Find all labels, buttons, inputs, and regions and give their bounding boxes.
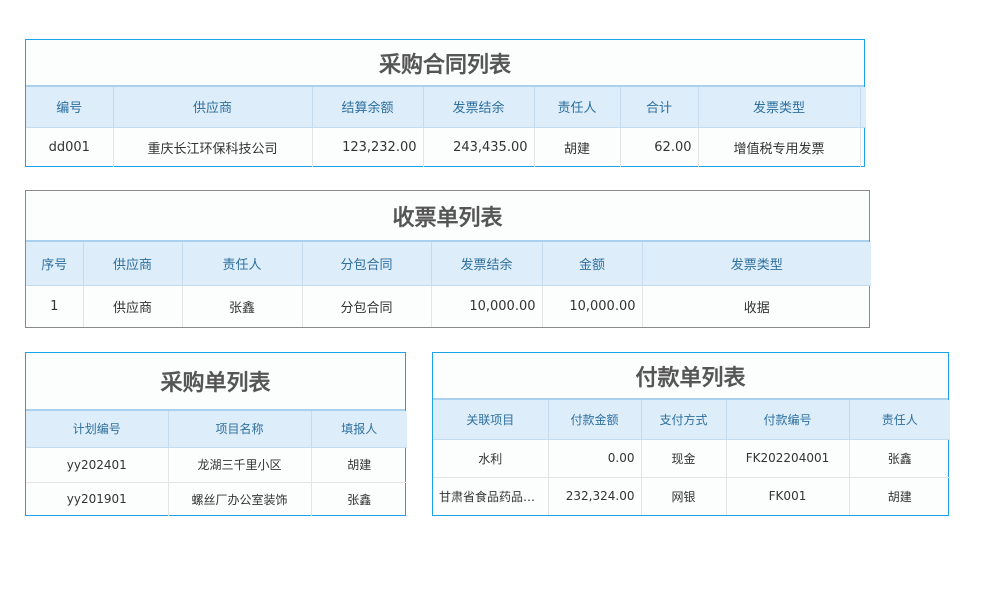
- column-header[interactable]: 编号: [26, 87, 114, 128]
- purchase-order-list: 采购单列表 计划编号 项目名称 填报人 yy202401 龙湖三千里小区 胡建 yy20190…: [25, 352, 407, 516]
- table-cell: 水利: [433, 439, 549, 478]
- column-header[interactable]: 关联项目: [433, 400, 549, 440]
- table-title: 采购合同列表: [26, 40, 864, 87]
- table-cell: 123,232.00: [312, 127, 424, 167]
- column-header[interactable]: 发票类型: [642, 242, 871, 286]
- column-header[interactable]: 支付方式: [641, 400, 727, 440]
- table-cell: 供应商: [83, 285, 183, 327]
- column-header[interactable]: 发票结余: [423, 87, 535, 128]
- table-cell: 张鑫: [182, 285, 303, 327]
- column-header[interactable]: 付款编号: [726, 400, 850, 440]
- column-header[interactable]: 序号: [26, 242, 84, 286]
- payment-list: 付款单列表 关联项目 付款金额 支付方式 付款编号 责任人 水利 0.00 现金 FK202204…: [432, 352, 950, 516]
- table-cell: 甘肃省食品药品监督管理局: [433, 477, 549, 515]
- table-cell: 增值税专用发票: [698, 127, 861, 167]
- column-header[interactable]: 责任人: [849, 400, 950, 440]
- table-row[interactable]: 水利 0.00 现金 FK202204001 张鑫: [433, 439, 950, 478]
- table-cell: yy202401: [26, 447, 169, 483]
- column-header[interactable]: [860, 87, 866, 128]
- table-cell: 现金: [641, 439, 727, 478]
- table-cell: 胡建: [534, 127, 621, 167]
- table-row[interactable]: yy202401 龙湖三千里小区 胡建: [26, 447, 407, 483]
- column-header[interactable]: 项目名称: [168, 411, 312, 448]
- column-header[interactable]: 发票类型: [698, 87, 861, 128]
- table-cell: 重庆长江环保科技公司: [113, 127, 313, 167]
- table-cell: yy201901: [26, 482, 169, 516]
- table-cell: 243,435.00: [423, 127, 535, 167]
- header-row: 计划编号 项目名称 填报人: [26, 411, 407, 448]
- table-cell: 232,324.00: [548, 477, 642, 515]
- table-cell: 分包合同: [302, 285, 432, 327]
- table-row[interactable]: 1 供应商 张鑫 分包合同 10,000.00 10,000.00 收据: [26, 285, 871, 327]
- invoice-receipt-list: 收票单列表 序号 供应商 责任人 分包合同 发票结余 金额 发票类型 1 供应商 张鑫 分包合同 10,…: [25, 190, 871, 328]
- column-header[interactable]: 结算余额: [312, 87, 424, 128]
- data-table: 序号 供应商 责任人 分包合同 发票结余 金额 发票类型 1 供应商 张鑫 分包合同 10,000.0…: [26, 242, 871, 327]
- table-cell: dd001: [26, 127, 114, 167]
- header-row: 编号 供应商 结算余额 发票结余 责任人 合计 发票类型: [26, 87, 866, 128]
- column-header[interactable]: 供应商: [113, 87, 313, 128]
- table-row[interactable]: dd001 重庆长江环保科技公司 123,232.00 243,435.00 胡建 62.…: [26, 127, 866, 167]
- column-header[interactable]: 金额: [542, 242, 643, 286]
- table-title: 付款单列表: [433, 353, 948, 400]
- table-cell: 张鑫: [849, 439, 950, 478]
- data-table: 编号 供应商 结算余额 发票结余 责任人 合计 发票类型 dd001 重庆长江环保科技公司 123…: [26, 87, 866, 167]
- table-cell: 张鑫: [347, 492, 372, 507]
- column-header[interactable]: 合计: [620, 87, 699, 128]
- table-cell: 网银: [641, 477, 727, 515]
- column-header[interactable]: 责任人: [182, 242, 303, 286]
- header-row: 关联项目 付款金额 支付方式 付款编号 责任人: [433, 400, 950, 440]
- column-header[interactable]: 计划编号: [26, 411, 169, 448]
- table-cell: 胡建: [311, 447, 407, 483]
- table-cell: [860, 127, 866, 167]
- table-cell: 1: [26, 285, 84, 327]
- table-row[interactable]: yy201901 螺丝厂办公室装饰 张鑫: [26, 482, 407, 516]
- purchase-contract-list: 采购合同列表 编号 供应商 结算余额 发票结余 责任人 合计 发票类型 dd001 重庆长江环保科…: [25, 39, 866, 167]
- table-cell: FK001: [726, 477, 850, 515]
- table-cell: 0.00: [548, 439, 642, 478]
- column-header[interactable]: 供应商: [83, 242, 183, 286]
- table-cell: FK202204001: [726, 439, 850, 478]
- table-cell: 螺丝厂办公室装饰: [168, 482, 312, 516]
- table-cell: 龙湖三千里小区: [168, 447, 312, 483]
- column-header[interactable]: 发票结余: [431, 242, 543, 286]
- column-header[interactable]: 付款金额: [548, 400, 642, 440]
- table-cell: 10,000.00: [542, 285, 643, 327]
- table-cell: 胡建: [887, 489, 912, 504]
- data-table: 计划编号 项目名称 填报人 yy202401 龙湖三千里小区 胡建 yy201901 螺丝厂办…: [26, 411, 407, 516]
- column-header[interactable]: 分包合同: [302, 242, 432, 286]
- table-title: 收票单列表: [26, 191, 869, 242]
- header-row: 序号 供应商 责任人 分包合同 发票结余 金额 发票类型: [26, 242, 871, 286]
- column-header[interactable]: 责任人: [534, 87, 621, 128]
- table-cell: 收据: [743, 300, 770, 316]
- table-cell: 62.00: [620, 127, 699, 167]
- table-title: 采购单列表: [26, 353, 405, 411]
- column-header[interactable]: 填报人: [311, 411, 407, 448]
- data-table: 关联项目 付款金额 支付方式 付款编号 责任人 水利 0.00 现金 FK202204001 张鑫…: [433, 400, 950, 515]
- table-cell: 10,000.00: [431, 285, 543, 327]
